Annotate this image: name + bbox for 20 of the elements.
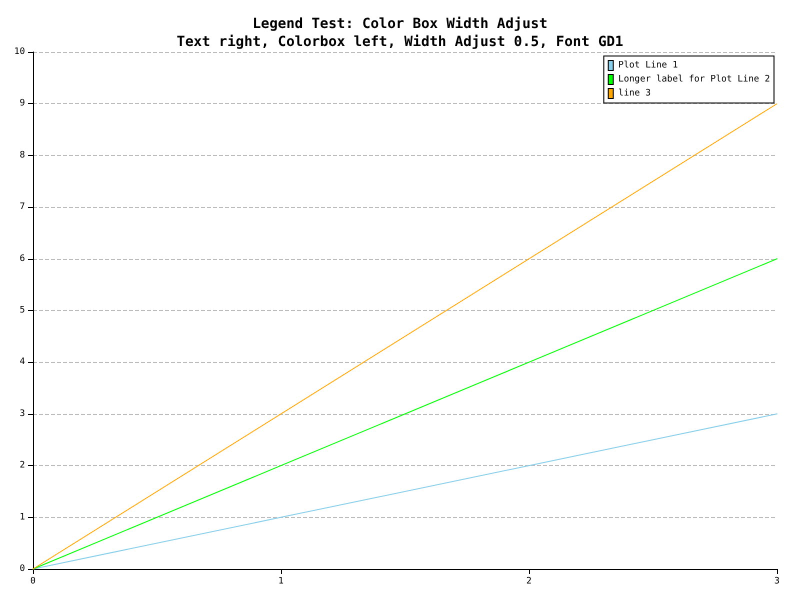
x-tick-label: 0	[30, 576, 36, 586]
legend-label: line 3	[618, 88, 651, 98]
y-tick-label: 4	[20, 357, 25, 368]
y-tick-label: 9	[20, 98, 25, 109]
chart-subtitle: Text right, Colorbox left, Width Adjust 0.5, Font GD1	[176, 34, 624, 50]
chart-title: Legend Test: Color Box Width Adjust	[252, 16, 548, 32]
x-tick-label: 3	[774, 576, 780, 586]
x-tick-label: 1	[278, 576, 284, 586]
x-tick-label: 2	[526, 576, 532, 586]
legend-label: Longer label for Plot Line 2	[618, 74, 770, 84]
y-tick-label: 5	[20, 306, 25, 316]
y-tick-label: 2	[20, 460, 25, 471]
y-tick-label: 0	[20, 564, 25, 574]
y-tick-label: 3	[20, 408, 25, 419]
y-tick-label: 8	[20, 150, 25, 160]
y-tick-label: 6	[20, 254, 25, 264]
y-tick-label: 7	[20, 202, 25, 212]
legend-label: Plot Line 1	[618, 60, 678, 70]
y-tick-label: 1	[20, 512, 25, 522]
y-tick-label: 10	[14, 47, 25, 57]
